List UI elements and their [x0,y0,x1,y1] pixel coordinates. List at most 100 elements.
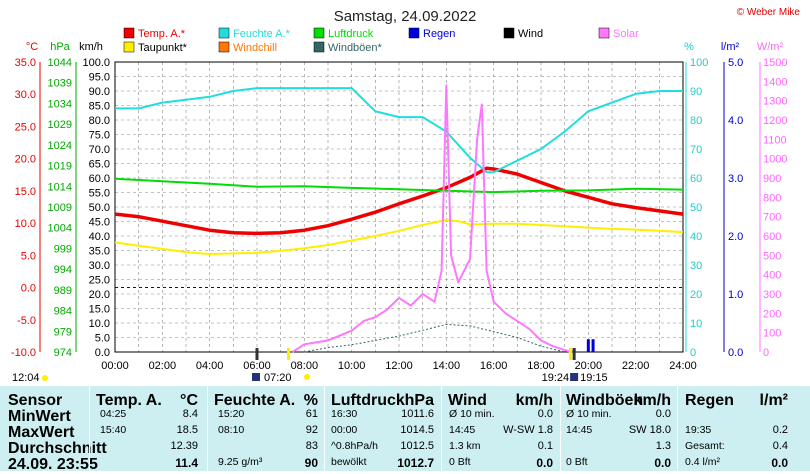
table-separator [441,386,442,471]
table-value: 0.0 [771,456,788,470]
axis-unit-label: l/m² [721,41,740,53]
legend-swatch [408,27,420,39]
table-cell: 0 Bft [566,456,588,468]
moonrise-time: 12:04 [12,372,40,384]
axis-unit-label: % [684,41,694,53]
legend-label: Wind [518,28,543,40]
x-tick-label: 16:00 [480,360,508,372]
rain-tick-label: 3.0 [728,173,743,185]
legend-swatch [313,41,325,53]
solar-tick-label: 0 [763,347,769,359]
temp-tick-label: 25.0 [15,121,36,133]
legend-swatch [218,41,230,53]
rain-tick-label: 0.0 [728,347,743,359]
table-value: 0.2 [772,424,788,436]
wind-tick-label: 15.0 [89,304,110,316]
table-cell: 00:00 [331,424,358,436]
pressure-tick-label: 974 [54,347,72,359]
x-tick-label: 18:00 [527,360,555,372]
solar-tick-label: 700 [763,212,781,224]
pressure-tick-label: 1024 [48,140,72,152]
legend-label: Solar [613,28,639,40]
pressure-tick-label: 1004 [48,223,72,235]
legend-swatch [503,27,515,39]
wind-tick-label: 90.0 [89,86,110,98]
temp-tick-label: 0.0 [21,283,36,295]
temp-tick-label: 15.0 [15,186,36,198]
table-cell: 14:45 [449,424,476,436]
humidity-tick-label: 70 [690,144,702,156]
table-header: Feuchte A. [214,392,296,409]
pressure-tick-label: 984 [54,306,72,318]
humidity-tick-label: 80 [690,115,702,127]
table-header: Windböen [566,392,644,409]
humidity-tick-label: 20 [690,289,702,301]
series-line [115,87,683,174]
rain-tick-label: 1.0 [728,289,743,301]
twilight-end-time: 19:24 [542,372,570,384]
rain-tick-label: 5.0 [728,57,743,69]
pressure-tick-label: 994 [54,264,72,276]
table-header: Sensor [8,392,63,409]
table-cell: ^0.8hPa/h [331,440,378,452]
solar-tick-label: 400 [763,270,781,282]
table-cell: Ø 10 min. [566,408,612,420]
table-cell: 16:30 [331,408,358,420]
rain-bar [586,339,590,352]
humidity-tick-label: 0 [690,347,696,359]
table-value: 1.3 [655,440,671,452]
table-separator [207,386,208,471]
solar-tick-label: 500 [763,250,781,262]
pressure-tick-label: 1029 [48,119,72,131]
legend-swatch [123,27,135,39]
pressure-tick-label: 1014 [48,181,72,193]
table-value: 1014.5 [400,424,434,436]
temp-tick-label: 5.0 [21,250,36,262]
legend-label: Taupunkt* [138,42,188,54]
row-label: 24.09. 23:55 [8,456,98,473]
wind-tick-label: 20.0 [89,289,110,301]
sunset-time: 19:15 [580,372,608,384]
axis-unit-label: W/m² [757,41,784,53]
rain-tick-label: 4.0 [728,115,743,127]
solar-tick-label: 800 [763,192,781,204]
series-line [114,218,684,255]
table-header: km/h [633,392,671,409]
axis-unit-label: hPa [50,41,70,53]
legend-swatch [218,27,230,39]
table-value: 18.5 [176,424,198,436]
pressure-tick-label: 1044 [48,57,72,69]
x-tick-label: 22:00 [622,360,650,372]
table-value: 0.0 [536,456,553,470]
table-header: Temp. A. [96,392,162,409]
table-header: l/m² [759,392,788,409]
table-header: km/h [515,392,553,409]
wind-tick-label: 25.0 [89,275,110,287]
wind-tick-label: 5.0 [95,333,110,345]
series-line [114,166,684,236]
table-header: hPa [404,392,434,409]
table-cell: 04:25 [100,408,127,420]
table-cell: 0.4 l/m² [685,456,721,468]
table-header: % [303,392,318,409]
table-separator [560,386,561,471]
table-value: 1012.5 [400,440,434,452]
legend-swatch [123,41,135,53]
wind-tick-label: 45.0 [89,217,110,229]
legend-label: Luftdruck [328,28,374,40]
sunrise-icon [252,373,260,381]
x-tick-label: 24:00 [669,360,697,372]
solar-tick-label: 900 [763,173,781,185]
temp-tick-label: -5.0 [17,315,36,327]
x-tick-label: 04:00 [196,360,224,372]
humidity-tick-label: 50 [690,202,702,214]
solar-tick-label: 1000 [763,154,787,166]
wind-tick-label: 35.0 [89,246,110,258]
table-header: Regen [685,392,734,409]
legend-swatch [313,27,325,39]
wind-tick-label: 30.0 [89,260,110,272]
table-cell: 1.3 km [449,440,481,452]
table-value: 1011.6 [401,408,434,420]
table-value: 12.39 [170,440,198,452]
table-value: 92 [305,424,318,436]
